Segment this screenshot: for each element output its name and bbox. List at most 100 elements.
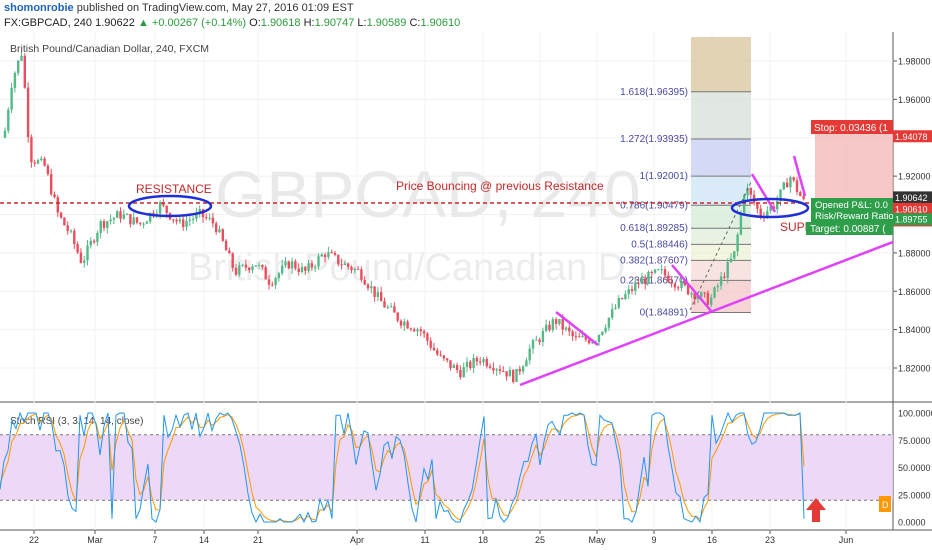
fib-level-label: 0.786(1.90479) bbox=[620, 200, 688, 211]
candle-body bbox=[13, 72, 17, 88]
candle-body bbox=[660, 269, 663, 271]
current-price-tag[interactable] bbox=[893, 191, 932, 204]
candle-body bbox=[759, 208, 762, 217]
candle-body bbox=[347, 263, 350, 267]
candle-body bbox=[624, 294, 627, 300]
candle-body bbox=[607, 317, 611, 328]
fib-level-label: 0.236(1.86570) bbox=[620, 275, 688, 286]
candle-body bbox=[10, 87, 13, 110]
time-tick-label: 18 bbox=[478, 535, 488, 545]
low-value: 1.90589 bbox=[366, 17, 407, 29]
candle-body bbox=[53, 194, 56, 198]
candle-body bbox=[281, 265, 284, 274]
candle-body bbox=[502, 370, 505, 372]
candle-body bbox=[419, 329, 422, 332]
fib-level-label: 0.5(1.88446) bbox=[631, 239, 688, 250]
candle-body bbox=[23, 55, 26, 88]
candle-body bbox=[558, 319, 561, 324]
candle-body bbox=[63, 217, 66, 226]
candle-body bbox=[683, 281, 686, 285]
candle-body bbox=[132, 217, 135, 225]
fib-level-label: 0.382(1.87607) bbox=[620, 255, 688, 266]
uptrend-line[interactable] bbox=[519, 240, 894, 387]
candle-body bbox=[640, 278, 644, 285]
close-price-tag[interactable] bbox=[893, 202, 932, 215]
candle-body bbox=[205, 217, 208, 219]
candle-body bbox=[56, 197, 59, 213]
candle-body bbox=[667, 275, 670, 283]
time-tick-label: 25 bbox=[535, 535, 545, 545]
candle-body bbox=[554, 319, 558, 324]
chart-header: shomonrobie published on TradingView.com… bbox=[0, 0, 932, 32]
stoch-k-line bbox=[0, 411, 805, 524]
candle-body bbox=[310, 263, 314, 268]
candle-body bbox=[597, 334, 601, 342]
candle-body bbox=[455, 365, 459, 370]
candle-body bbox=[459, 369, 462, 378]
candle-body bbox=[472, 358, 475, 369]
time-tick-label: 21 bbox=[253, 535, 263, 545]
candle-body bbox=[59, 212, 63, 218]
time-tick-label: 9 bbox=[651, 535, 656, 545]
d-badge-label: D bbox=[882, 500, 889, 510]
candle-body bbox=[614, 307, 617, 309]
stop-badge[interactable] bbox=[811, 120, 893, 134]
candle-body bbox=[518, 368, 521, 372]
flag-line-4[interactable] bbox=[792, 155, 807, 197]
candle-body bbox=[703, 292, 706, 294]
candle-body bbox=[726, 261, 729, 278]
candle-body bbox=[76, 244, 79, 253]
candle-body bbox=[254, 265, 257, 267]
stop-price-tag[interactable] bbox=[893, 130, 932, 143]
candle-body bbox=[587, 339, 591, 344]
candle-body bbox=[380, 292, 383, 302]
price-chart[interactable]: GBPCAD, 240 British Pound/Canadian D 1.6… bbox=[0, 32, 932, 550]
candle-body bbox=[337, 254, 340, 265]
candle-body bbox=[238, 265, 241, 275]
price-axis[interactable] bbox=[893, 32, 932, 550]
publish-info: published on TradingView.com, May 27, 20… bbox=[76, 2, 354, 14]
target-price-tag-text: 1.89755 bbox=[895, 215, 928, 225]
fib-extension-zone bbox=[691, 37, 751, 92]
candle-body bbox=[251, 266, 254, 271]
d-badge[interactable] bbox=[879, 496, 891, 512]
close-value: 1.90610 bbox=[420, 17, 461, 29]
last-price: 1.90622 bbox=[95, 17, 135, 29]
candle-body bbox=[663, 269, 667, 276]
candle-body bbox=[729, 258, 733, 262]
resistance-circle[interactable] bbox=[127, 194, 213, 218]
candle-body bbox=[564, 327, 568, 330]
flag-line-1[interactable] bbox=[555, 311, 599, 346]
candle-body bbox=[574, 336, 578, 338]
candle-body bbox=[647, 272, 650, 284]
candle-body bbox=[620, 297, 624, 300]
candle-body bbox=[495, 369, 498, 371]
low-label: L: bbox=[357, 17, 367, 29]
candle-body bbox=[799, 191, 802, 197]
candle-body bbox=[135, 217, 139, 223]
candle-body bbox=[693, 293, 696, 300]
target-badge[interactable] bbox=[806, 222, 893, 235]
candle-body bbox=[749, 188, 752, 195]
candle-body bbox=[182, 219, 185, 227]
candle-body bbox=[432, 347, 436, 351]
candle-body bbox=[700, 292, 703, 297]
candle-body bbox=[149, 212, 152, 222]
flag-line-3[interactable] bbox=[750, 173, 777, 213]
candle-body bbox=[535, 339, 538, 341]
candle-body bbox=[360, 269, 363, 280]
candle-body bbox=[26, 87, 30, 138]
candle-body bbox=[710, 297, 713, 305]
support-circle[interactable] bbox=[730, 197, 810, 219]
fib-level-label: 1(1.92001) bbox=[640, 171, 688, 182]
candle-body bbox=[719, 276, 723, 286]
author-link[interactable]: shomonrobie bbox=[4, 2, 74, 14]
candle-body bbox=[581, 335, 584, 338]
symbol-label[interactable]: FX:GBPCAD, 240 bbox=[4, 17, 93, 29]
candle-body bbox=[224, 240, 228, 251]
pl-badge[interactable] bbox=[811, 198, 893, 222]
open-label: O: bbox=[249, 17, 261, 29]
target-price-tag[interactable] bbox=[893, 213, 932, 226]
candle-body bbox=[746, 188, 749, 196]
flag-line-2[interactable] bbox=[671, 264, 713, 313]
